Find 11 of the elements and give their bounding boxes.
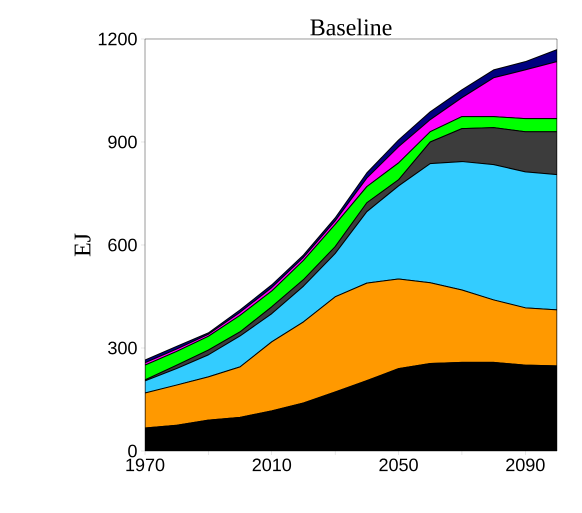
y-axis-title: EJ: [74, 233, 91, 256]
y-tick-label: 900: [108, 136, 137, 148]
x-tick-label: 2010: [252, 458, 292, 472]
chart-title: Baseline: [310, 18, 392, 36]
y-tick-label: 1200: [98, 32, 137, 46]
y-tick-label: 300: [108, 342, 137, 354]
x-tick-label: 1970: [126, 458, 164, 472]
x-tick-label: 2050: [379, 458, 418, 472]
x-tick-label: 2090: [506, 458, 545, 472]
y-tick-label: 600: [108, 238, 137, 252]
y-tick-label: 0: [128, 444, 137, 458]
